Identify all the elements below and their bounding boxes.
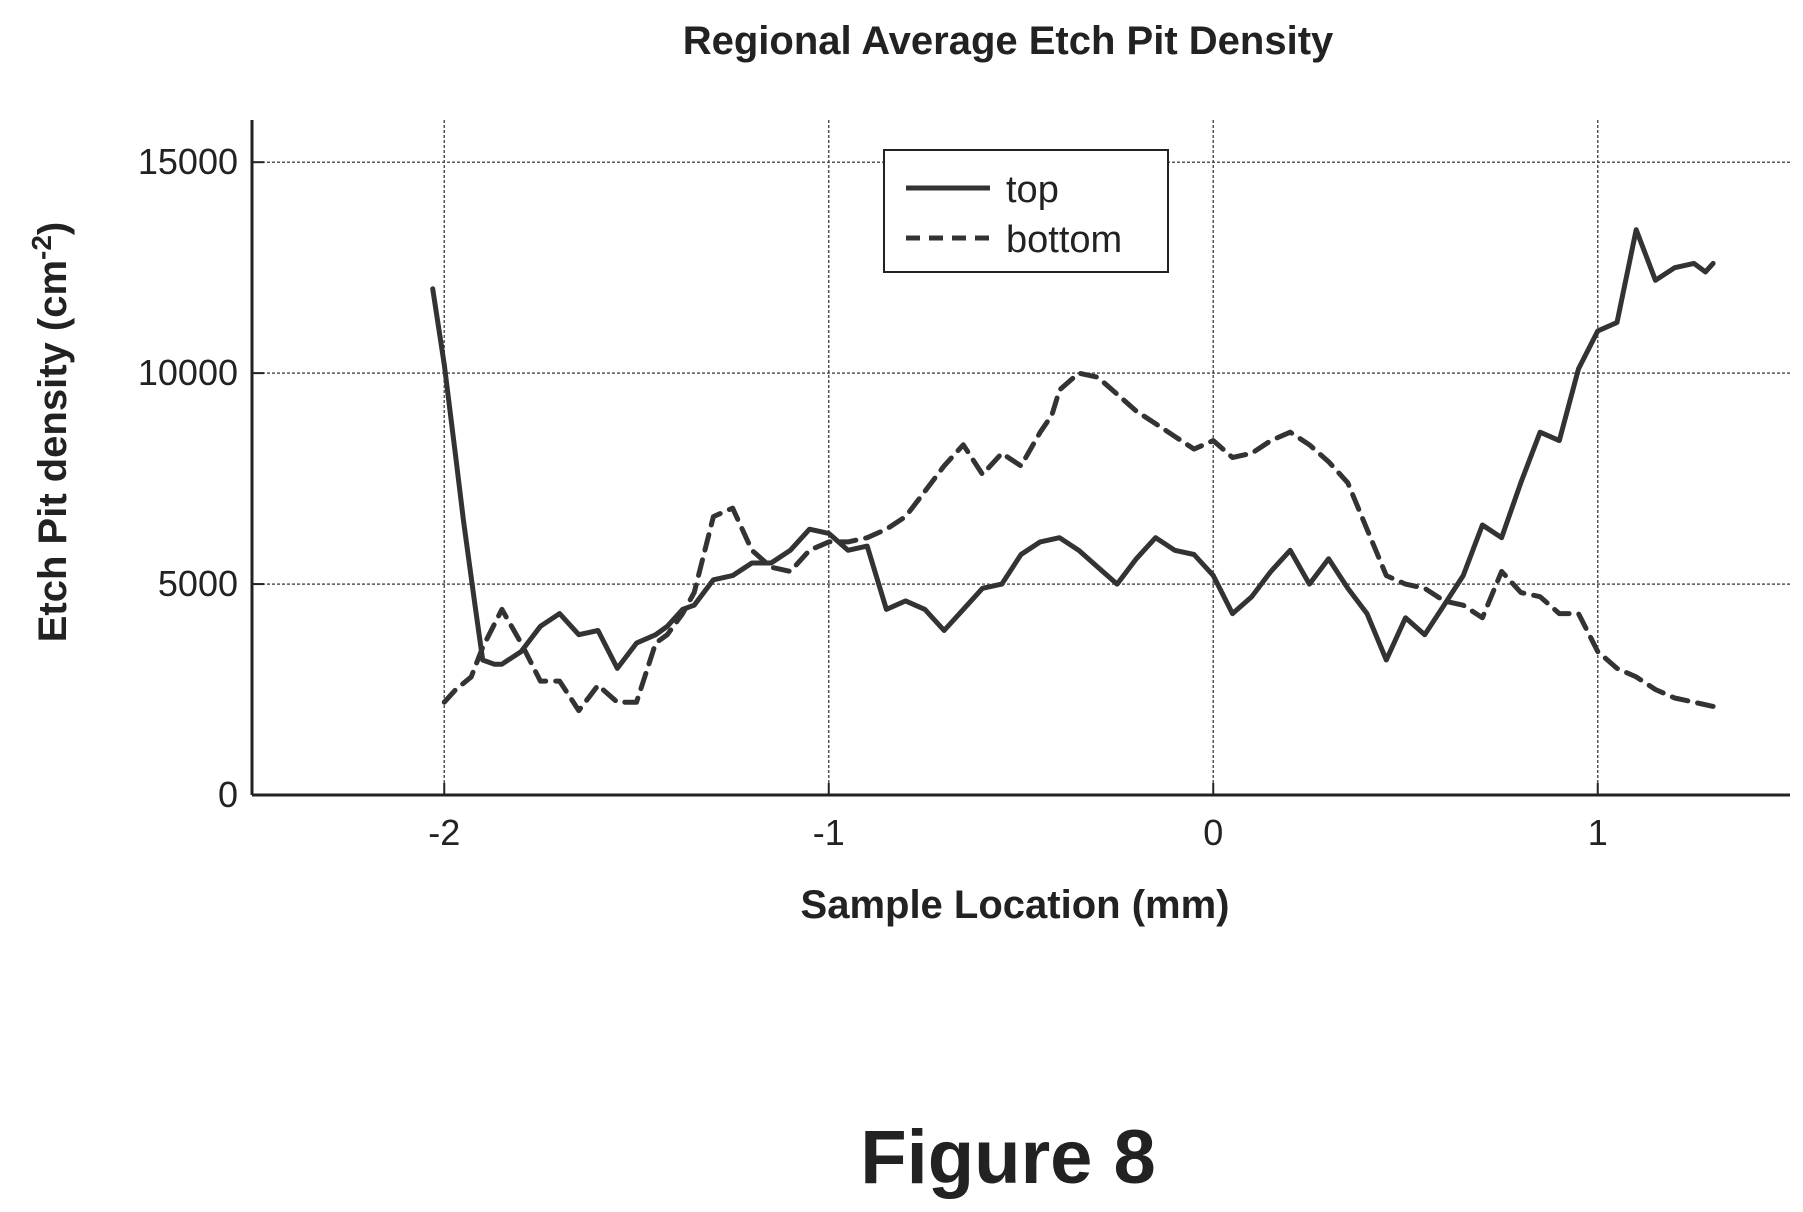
legend-label-top: top [1006, 169, 1059, 211]
y-tick-label: 5000 [158, 563, 238, 604]
plot-series [430, 227, 1716, 714]
x-tick-label: 0 [1203, 812, 1223, 853]
y-tick-label: 10000 [138, 352, 238, 393]
x-axis-label: Sample Location (mm) [801, 883, 1230, 927]
chart-title: Regional Average Etch Pit Density [683, 19, 1334, 63]
axes [250, 120, 1790, 797]
legend-box [883, 149, 1169, 273]
series-line-top [430, 227, 1716, 671]
x-tick-label: 1 [1588, 812, 1608, 853]
y-tick-label: 0 [218, 774, 238, 815]
series-line-bottom [441, 370, 1716, 714]
tick-labels: -2 -1 0 1 0 5000 10000 15000 [138, 141, 1608, 853]
legend-label-bottom: bottom [1006, 219, 1122, 261]
y-axis-label: Etch Pit density (cm-2) [26, 222, 76, 643]
figure-caption: Figure 8 [860, 1115, 1156, 1200]
x-tick-label: -1 [813, 812, 845, 853]
legend: top bottom [883, 149, 1169, 273]
y-tick-label: 15000 [138, 141, 238, 182]
x-tick-label: -2 [428, 812, 460, 853]
grid-lines [252, 120, 1790, 795]
